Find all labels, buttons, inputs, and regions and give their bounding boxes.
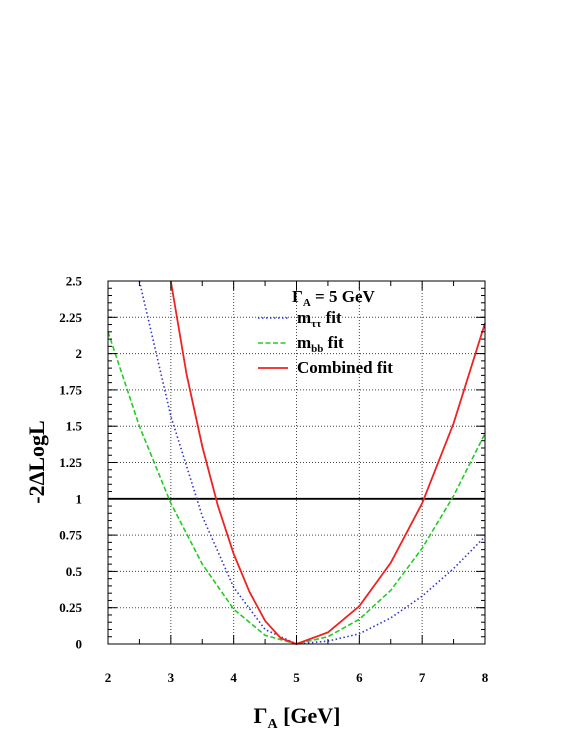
legend-label-main: m [297,308,311,327]
legend-title: ΓA = 5 GeV [292,287,375,309]
series-line-1 [138,280,486,645]
x-tick-label: 5 [293,670,300,685]
x-tick-label: 7 [419,670,426,685]
x-axis-title: ΓA [GeV] [253,703,340,732]
legend-label-sub: ττ [311,318,321,330]
x-tick-label: 2 [105,670,112,685]
y-tick-label: 2 [76,346,83,361]
y-tick-label: 1 [76,491,83,506]
legend-label-rest: fit [321,308,342,327]
x-axis-title-sub: A [267,717,278,732]
y-tick-label: 1.5 [66,419,83,434]
legend-title-main: Γ [292,287,303,306]
x-tick-label: 4 [230,670,237,685]
legend-label-sub: bb [311,343,323,355]
x-tick-label: 8 [482,670,489,685]
y-tick-label: 2.5 [66,274,83,289]
legend-title-sub: A [303,297,311,309]
x-tick-label: 6 [356,670,363,685]
grid [108,281,485,644]
x-tick-label: 3 [168,670,175,685]
legend-title-rest: = 5 GeV [311,287,376,306]
y-tick-label: 0.5 [66,564,83,579]
legend-label-1: mττ fit [297,308,342,330]
y-tick-label: 2.25 [59,310,82,325]
tick-labels: 2 3 4 5 6 7 8 0 0.25 0.5 0.75 1 1.25 1.5 1.75 2 2.25 2.5 [59,274,489,686]
legend-label-3: Combined fit [297,358,393,377]
y-tick-label: 1.25 [59,455,82,470]
y-axis-title: -2ΔLogL [24,420,49,503]
y-tick-label: 0 [76,637,83,652]
ticks [107,280,486,645]
y-tick-label: 0.75 [59,528,82,543]
x-axis-title-unit: [GeV] [278,703,341,728]
legend-label-2: mbb fit [297,333,344,355]
legend-label-rest: fit [323,333,344,352]
x-axis-title-main: Γ [253,703,267,728]
series-line-3 [169,280,486,645]
legend-label-main: Combined fit [297,358,393,377]
legend-label-main: m [297,333,311,352]
y-tick-label: 0.25 [59,600,82,615]
y-tick-label: 1.75 [59,382,82,397]
